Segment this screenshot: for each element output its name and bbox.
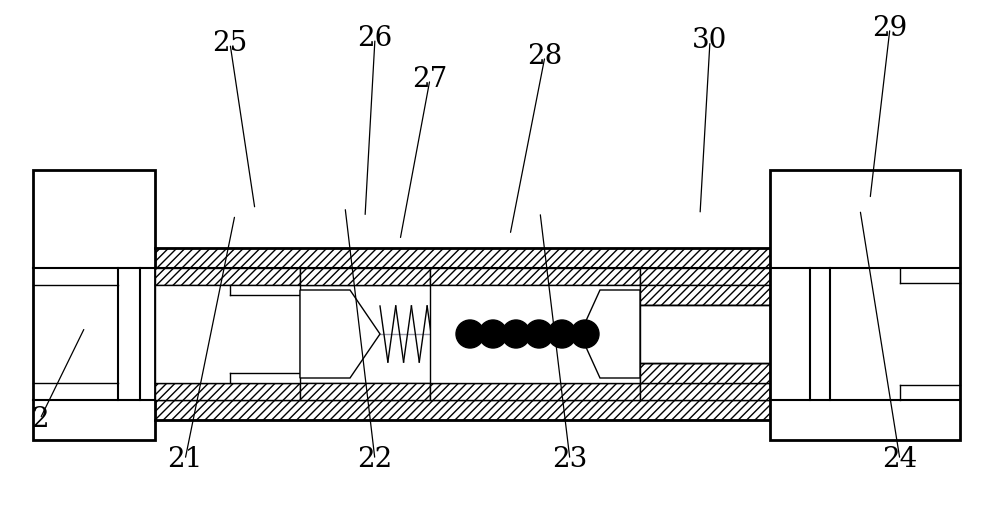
Bar <box>155 383 300 400</box>
Bar <box>430 285 640 383</box>
Bar <box>640 305 770 363</box>
Text: 2: 2 <box>31 406 49 432</box>
Text: 26: 26 <box>357 25 393 52</box>
Text: 28: 28 <box>527 43 563 69</box>
Bar <box>155 400 770 420</box>
Text: 27: 27 <box>412 66 448 92</box>
Bar <box>33 170 155 440</box>
Text: 29: 29 <box>872 15 908 41</box>
Text: 22: 22 <box>357 447 393 473</box>
Bar <box>770 400 810 440</box>
Text: 24: 24 <box>882 447 918 473</box>
Text: 21: 21 <box>167 447 203 473</box>
Bar <box>155 248 770 268</box>
Circle shape <box>456 320 484 348</box>
Bar <box>300 383 430 400</box>
Bar <box>430 268 640 285</box>
Bar <box>33 400 118 440</box>
Bar <box>640 268 770 285</box>
Bar <box>300 268 430 285</box>
Text: 30: 30 <box>692 28 728 54</box>
Polygon shape <box>300 290 380 378</box>
Bar <box>155 268 300 285</box>
Bar <box>640 363 770 383</box>
Circle shape <box>571 320 599 348</box>
Circle shape <box>548 320 576 348</box>
Bar <box>830 268 900 283</box>
Bar <box>640 383 770 400</box>
Bar <box>830 385 900 400</box>
Text: 23: 23 <box>552 447 588 473</box>
Bar <box>770 170 810 268</box>
Circle shape <box>525 320 553 348</box>
Bar <box>155 285 300 383</box>
Polygon shape <box>580 290 640 378</box>
Bar <box>770 170 960 440</box>
Circle shape <box>479 320 507 348</box>
Text: 25: 25 <box>212 30 248 57</box>
Bar <box>640 285 770 305</box>
Bar <box>33 170 118 268</box>
Bar <box>430 383 640 400</box>
Circle shape <box>502 320 530 348</box>
